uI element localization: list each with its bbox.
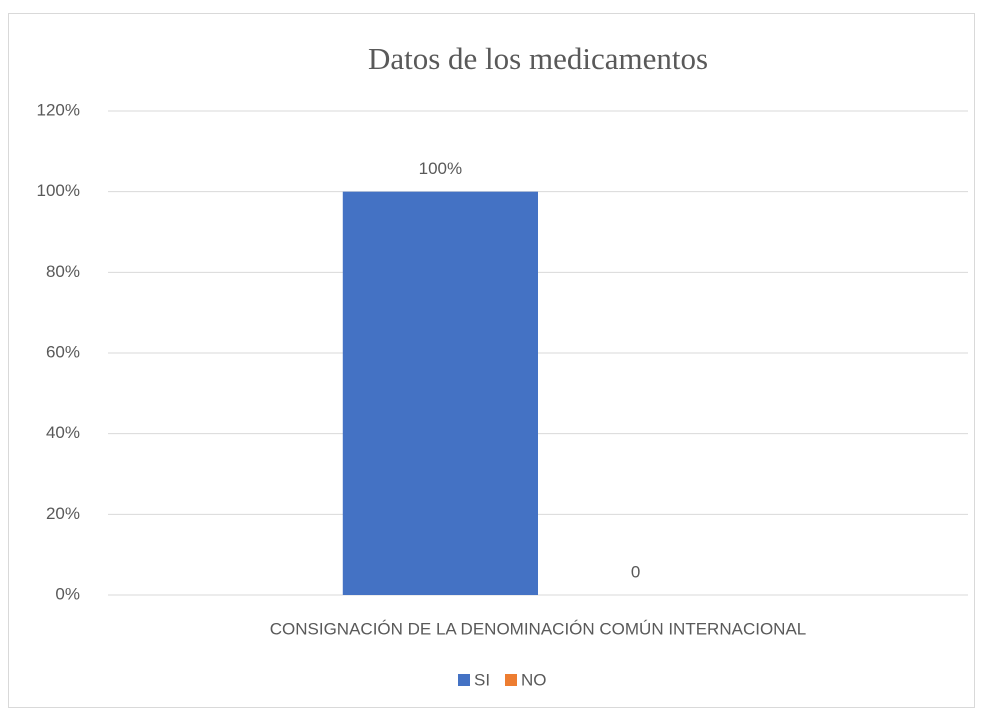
y-tick-label: 20% <box>46 504 80 523</box>
legend-swatch <box>458 674 470 686</box>
y-tick-label: 80% <box>46 262 80 281</box>
y-tick-label: 100% <box>37 181 80 200</box>
legend-label: SI <box>474 670 490 689</box>
bar <box>342 191 538 595</box>
x-tick-label: CONSIGNACIÓN DE LA DENOMINACIÓN COMÚN IN… <box>270 619 807 638</box>
y-tick-label: 40% <box>46 423 80 442</box>
legend-swatch <box>505 674 517 686</box>
chart-title: Datos de los medicamentos <box>368 41 708 76</box>
y-tick-label: 0% <box>55 584 80 603</box>
legend-label: NO <box>521 670 547 689</box>
y-tick-label: 120% <box>37 100 80 119</box>
data-label: 0 <box>631 562 640 581</box>
y-tick-label: 60% <box>46 342 80 361</box>
data-label: 100% <box>419 159 462 178</box>
